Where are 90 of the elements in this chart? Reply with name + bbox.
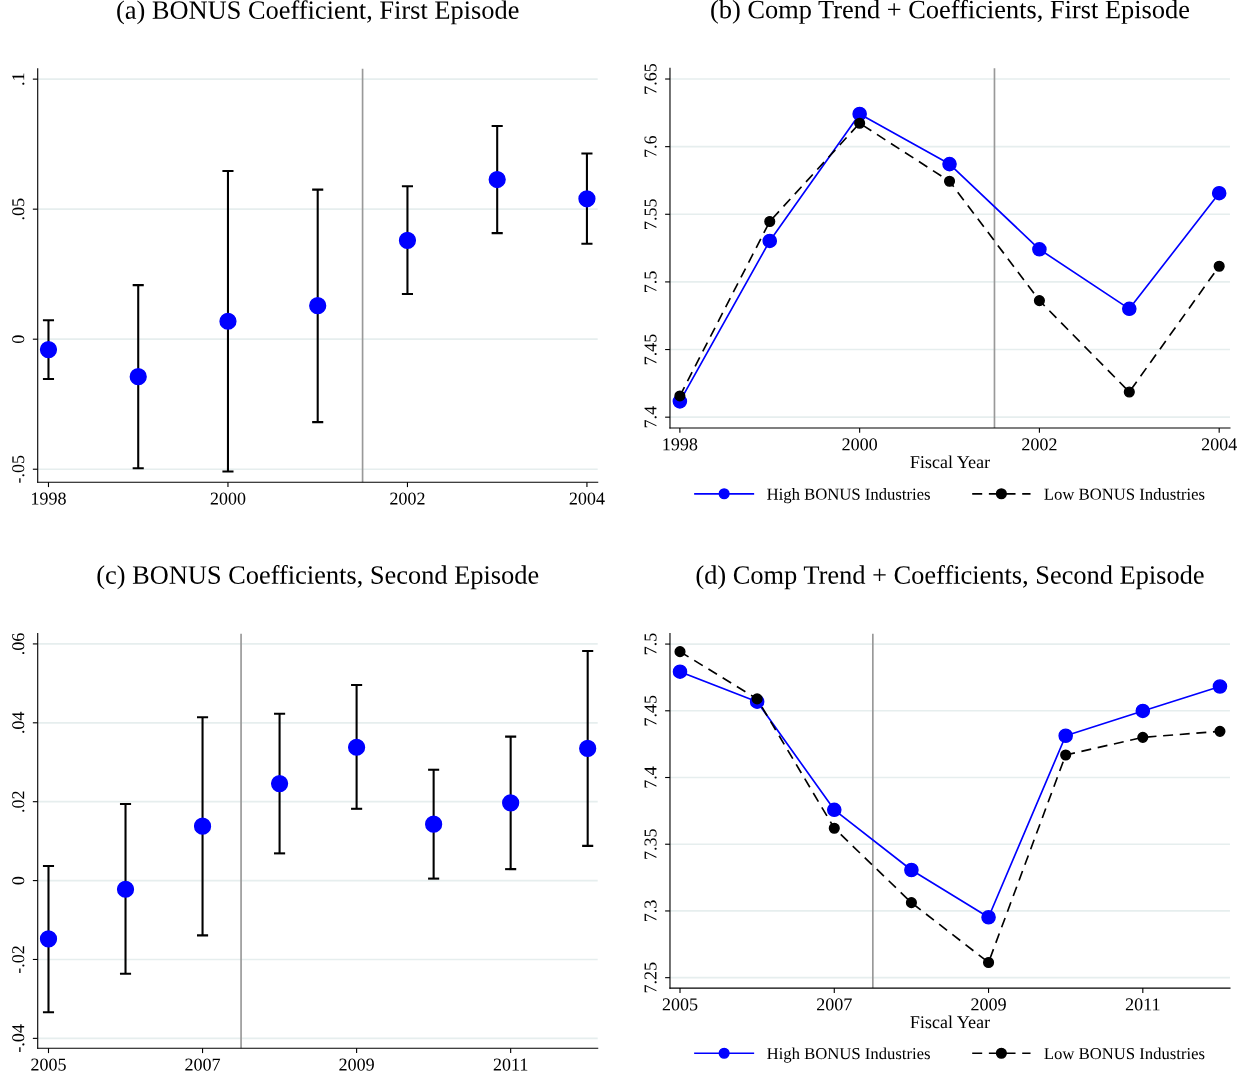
point	[904, 862, 919, 878]
x-tick-label: 2005	[662, 998, 698, 1011]
y-tick-label: -.04	[12, 1024, 25, 1052]
y-tick-label: 7.65	[644, 63, 657, 94]
point	[347, 738, 366, 756]
point	[982, 956, 995, 969]
point	[1137, 731, 1149, 743]
legend-label: High BONUS Industries	[767, 1047, 930, 1063]
chart-title: (d) Comp Trend + Coefficients, Second Episode	[696, 565, 1204, 590]
point	[1060, 749, 1072, 761]
point	[1135, 703, 1151, 719]
y-tick-label: .02	[12, 791, 25, 812]
point	[672, 664, 688, 679]
point	[219, 312, 237, 330]
y-tick-label: 7.5	[644, 271, 657, 292]
legend-label: High BONUS Industries	[767, 488, 930, 504]
point	[1214, 725, 1226, 737]
point	[398, 231, 417, 249]
point	[1213, 260, 1225, 272]
point	[39, 930, 58, 948]
y-tick-label: .04	[12, 711, 25, 733]
x-tick-label: 2000	[210, 492, 246, 505]
x-tick-label: 2007	[817, 998, 852, 1011]
y-tick-label: .05	[12, 198, 25, 220]
y-tick-label: 7.5	[644, 633, 657, 655]
point	[270, 774, 289, 793]
y-tick-label: .1	[12, 73, 25, 85]
x-tick-label: 2011	[1125, 998, 1160, 1011]
y-tick-label: 7.6	[644, 135, 657, 157]
x-tick-label: 2005	[31, 1058, 66, 1071]
point	[764, 215, 776, 228]
point	[488, 170, 506, 189]
x-tick-label: 2009	[971, 998, 1006, 1011]
legend-label: Low BONUS Industries	[1044, 488, 1205, 500]
point	[1058, 728, 1073, 744]
point	[193, 817, 212, 835]
x-tick-label: 2011	[493, 1058, 528, 1071]
point	[1033, 295, 1045, 307]
point	[854, 117, 866, 129]
chart-title: (b) Comp Trend + Coefficients, First Episode	[711, 0, 1190, 24]
point	[129, 368, 147, 386]
point	[1032, 242, 1047, 257]
y-tick-label: .06	[12, 633, 25, 655]
y-tick-label: 7.25	[644, 962, 657, 993]
point	[943, 175, 956, 187]
point	[762, 233, 778, 249]
point	[674, 646, 686, 658]
y-tick-label: 7.35	[644, 829, 657, 859]
x-tick-label: 2004	[1201, 438, 1237, 451]
y-tick-label: 7.45	[644, 695, 657, 726]
point	[674, 390, 686, 402]
point	[981, 909, 996, 925]
point	[502, 794, 520, 812]
legend-label: Low BONUS Industries	[1044, 1047, 1205, 1060]
point	[116, 880, 135, 898]
x-tick-label: 2004	[569, 492, 605, 505]
point	[425, 815, 443, 833]
x-axis-title: Fiscal Year	[910, 455, 990, 469]
point	[309, 297, 327, 315]
chart-title: (a) BONUS Coefficient, First Episode	[117, 0, 519, 25]
x-tick-label: 1998	[663, 438, 698, 451]
point	[39, 340, 58, 359]
x-tick-label: 2002	[1022, 438, 1057, 451]
point	[578, 190, 596, 208]
point	[1122, 301, 1137, 317]
chart-title: (c) BONUS Coefficients, Second Episode	[97, 565, 539, 590]
y-tick-label: 7.4	[644, 766, 657, 788]
point	[942, 156, 957, 172]
x-tick-label: 2002	[390, 492, 425, 505]
x-tick-label: 2000	[842, 438, 878, 451]
x-tick-label: 2009	[339, 1058, 374, 1071]
point	[1211, 185, 1227, 201]
point	[1123, 386, 1135, 398]
y-tick-label: -.05	[12, 455, 25, 483]
y-tick-label: 0	[12, 876, 25, 885]
y-tick-label: 7.55	[644, 199, 657, 229]
point	[826, 802, 842, 818]
point	[905, 897, 917, 909]
x-tick-label: 1998	[32, 492, 66, 505]
point	[828, 822, 840, 834]
x-tick-label: 2007	[185, 1058, 221, 1071]
y-tick-label: -.02	[12, 946, 25, 974]
y-tick-label: 7.4	[644, 406, 657, 428]
point	[1212, 679, 1228, 694]
y-tick-label: 7.45	[644, 334, 657, 365]
point	[579, 739, 597, 758]
x-axis-title: Fiscal Year	[910, 1015, 990, 1029]
y-tick-label: 0	[12, 335, 25, 344]
point	[751, 693, 763, 705]
y-tick-label: 7.3	[644, 900, 657, 922]
